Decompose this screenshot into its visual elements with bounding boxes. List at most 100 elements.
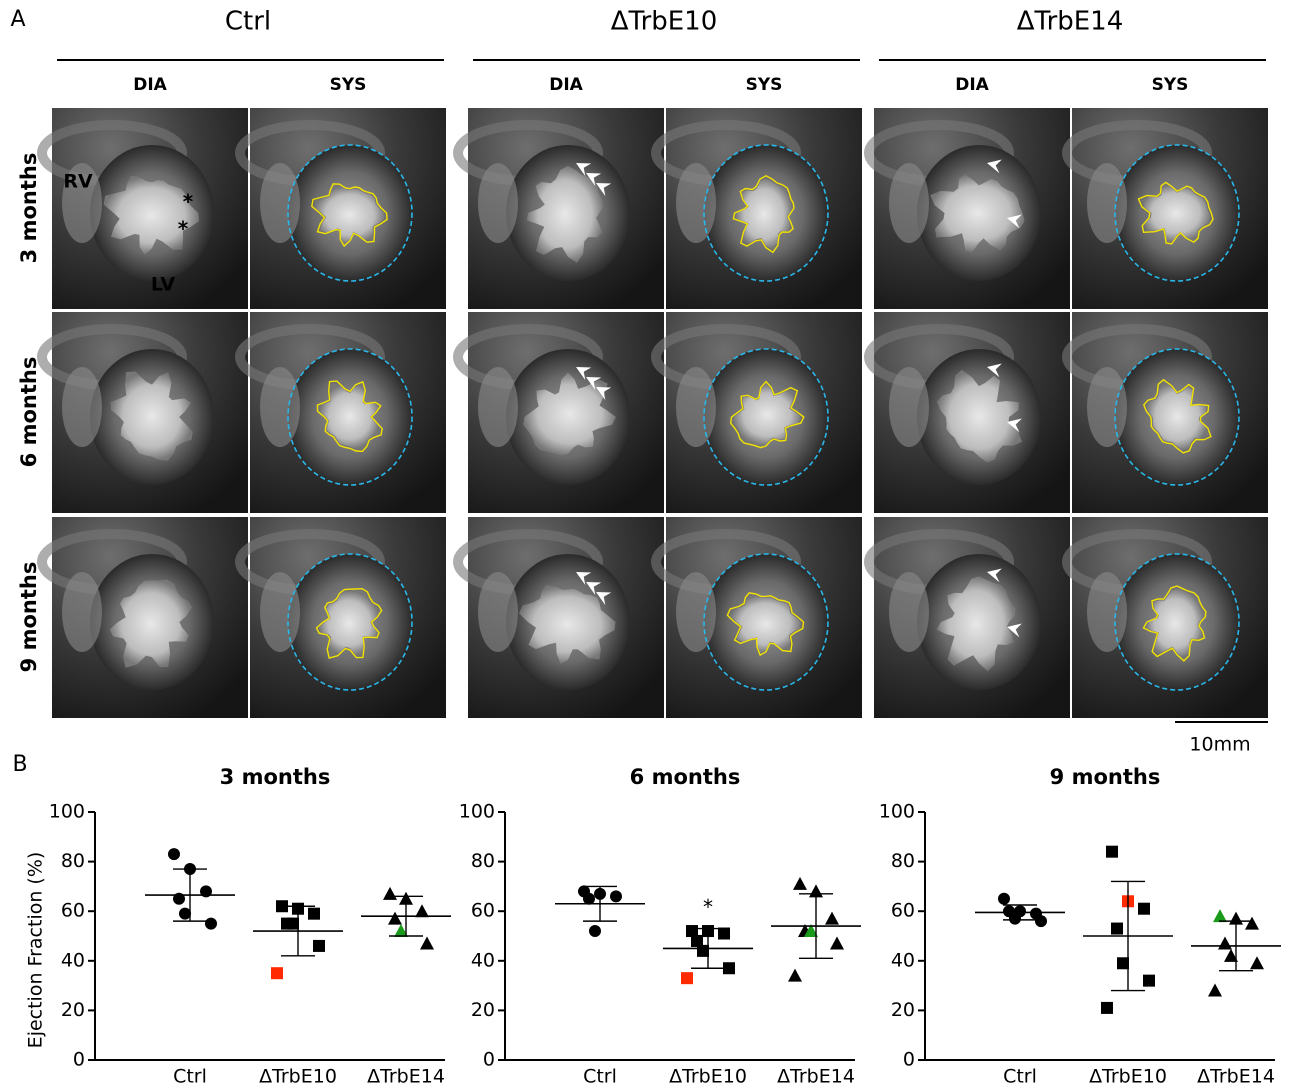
epicardial-contour xyxy=(703,144,829,282)
lv-cavity xyxy=(936,576,1016,672)
y-tick-label: 20 xyxy=(61,999,85,1021)
lv-cavity xyxy=(519,585,616,664)
arrowhead xyxy=(596,183,612,197)
y-tick-label: 20 xyxy=(471,999,495,1021)
data-point xyxy=(804,924,818,938)
y-tick-label: 60 xyxy=(891,900,915,922)
lv-cavity xyxy=(735,178,793,250)
arrowhead xyxy=(576,572,592,586)
data-point xyxy=(1009,912,1021,925)
rv-cavity xyxy=(889,163,929,243)
data-point xyxy=(271,967,283,980)
group-title: ΔTrbE14 xyxy=(1017,7,1124,37)
lv-cavity xyxy=(110,371,193,461)
significance-mark: * xyxy=(703,895,713,919)
rv-cavity xyxy=(889,572,929,652)
arrowhead xyxy=(576,367,592,381)
group-title: ΔTrbE10 xyxy=(611,7,718,37)
endocardial-contour xyxy=(315,587,383,659)
data-point xyxy=(388,911,402,925)
x-tick-label: ΔTrbE14 xyxy=(1197,1066,1275,1088)
data-point xyxy=(998,892,1010,905)
data-point xyxy=(179,907,191,920)
data-point xyxy=(793,876,807,890)
endocardial-contour xyxy=(1142,378,1212,454)
y-tick-label: 0 xyxy=(903,1049,915,1071)
phase-label: DIA xyxy=(133,75,167,95)
arrowhead xyxy=(596,387,612,401)
y-tick-label: 80 xyxy=(471,850,495,872)
arrowhead xyxy=(1007,214,1022,229)
rv-cavity xyxy=(478,367,518,447)
arrowhead xyxy=(1007,418,1022,433)
epicardial-contour xyxy=(1114,553,1240,691)
lv-cavity xyxy=(109,579,192,668)
endocardial-contour xyxy=(1142,585,1207,662)
phase-label: DIA xyxy=(549,75,583,95)
endocardial-contour xyxy=(1137,181,1214,245)
asterisk: * xyxy=(183,190,194,214)
data-point xyxy=(589,925,601,938)
endocardial-contour xyxy=(729,380,805,449)
lv-cavity xyxy=(1145,588,1204,659)
data-point xyxy=(1250,956,1264,970)
lv-cavity xyxy=(319,383,380,449)
y-tick-label: 0 xyxy=(483,1049,495,1071)
data-point xyxy=(1111,922,1123,935)
arrowhead xyxy=(596,592,612,606)
rv-cavity xyxy=(676,572,716,652)
lv-cavity xyxy=(526,165,604,263)
rv-cavity xyxy=(62,572,102,652)
epicardial-contour xyxy=(287,553,413,691)
endocardial-contour xyxy=(311,183,388,248)
endocardial-contour xyxy=(726,592,805,657)
data-point xyxy=(610,890,622,903)
data-point xyxy=(205,917,217,930)
y-tick-label: 60 xyxy=(61,900,85,922)
lv-cavity xyxy=(318,590,380,656)
data-point xyxy=(1035,915,1047,928)
rv-label: RV xyxy=(63,171,93,193)
phase-label: SYS xyxy=(1152,75,1189,95)
y-tick-label: 80 xyxy=(61,850,85,872)
data-point xyxy=(830,936,844,950)
row-label: 3 months xyxy=(17,153,41,264)
data-point xyxy=(723,962,735,975)
data-point xyxy=(691,934,703,947)
arrowhead xyxy=(1007,623,1022,638)
lv-cavity xyxy=(730,594,801,653)
rv-cavity xyxy=(260,163,300,243)
asterisk: * xyxy=(178,217,189,241)
lv-cavity xyxy=(930,174,1025,253)
rv-cavity xyxy=(478,572,518,652)
data-point xyxy=(681,972,693,985)
rv-cavity xyxy=(260,367,300,447)
data-point xyxy=(1245,916,1259,930)
arrowhead xyxy=(987,568,1002,583)
y-tick-label: 100 xyxy=(879,801,915,823)
phase-label: DIA xyxy=(955,75,989,95)
x-tick-label: Ctrl xyxy=(583,1066,617,1088)
lv-cavity xyxy=(314,185,385,244)
arrowhead xyxy=(586,173,602,187)
data-point xyxy=(420,936,434,950)
phase-label: SYS xyxy=(330,75,367,95)
rv-cavity xyxy=(676,367,716,447)
lv-cavity xyxy=(1141,184,1211,242)
lv-cavity xyxy=(1146,382,1209,451)
data-point xyxy=(583,892,595,905)
data-point xyxy=(718,927,730,940)
data-point xyxy=(1208,983,1222,997)
arrowhead xyxy=(987,159,1002,174)
data-point xyxy=(394,924,408,938)
rv-cavity xyxy=(889,367,929,447)
y-tick-label: 60 xyxy=(471,900,495,922)
epicardial-contour xyxy=(703,348,829,486)
y-axis-label: Ejection Fraction (%) xyxy=(25,852,47,1049)
y-tick-label: 40 xyxy=(471,949,495,971)
chart-title: 9 months xyxy=(1050,765,1161,789)
chart-title: 3 months xyxy=(220,765,331,789)
arrowhead xyxy=(576,163,592,177)
rv-cavity xyxy=(260,572,300,652)
rv-cavity xyxy=(1087,367,1127,447)
